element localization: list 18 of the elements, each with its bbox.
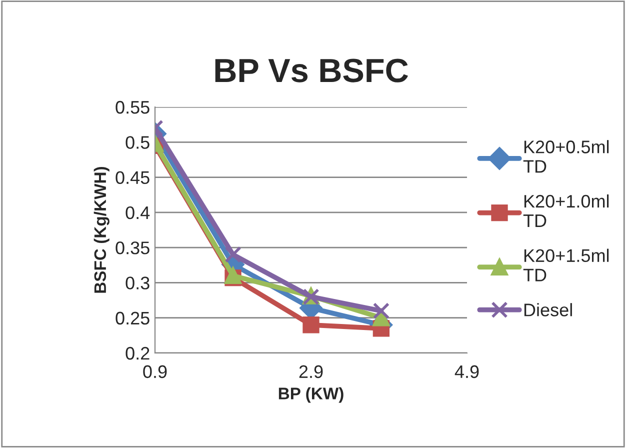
y-tick-label: 0.2: [126, 346, 150, 360]
chart-title: BP Vs BSFC: [215, 58, 408, 82]
legend-label: Diesel: [524, 303, 572, 316]
legend-label: K20+1.0ml TD: [523, 194, 609, 227]
x-tick-label: 4.9: [454, 365, 479, 378]
y-tick-label: 0.55: [116, 100, 150, 114]
y-axis-title: BSFC (Kg/KWH): [94, 166, 110, 293]
x-axis-title: BP (KW): [278, 387, 344, 403]
y-tick-label: 0.25: [116, 312, 150, 325]
y-tick-label: 0.4: [126, 206, 150, 220]
legend-label: K20+1.5ml TD: [523, 248, 609, 282]
y-tick-label: 0.3: [126, 276, 150, 290]
y-tick-label: 0.35: [116, 242, 150, 254]
y-tick-label: 0.45: [116, 171, 150, 184]
x-tick-label: 2.9: [299, 365, 323, 378]
y-tick-label: 0.5: [126, 136, 150, 149]
x-tick-label: 0.9: [143, 365, 167, 378]
legend-label: K20+0.5ml TD: [523, 140, 609, 173]
